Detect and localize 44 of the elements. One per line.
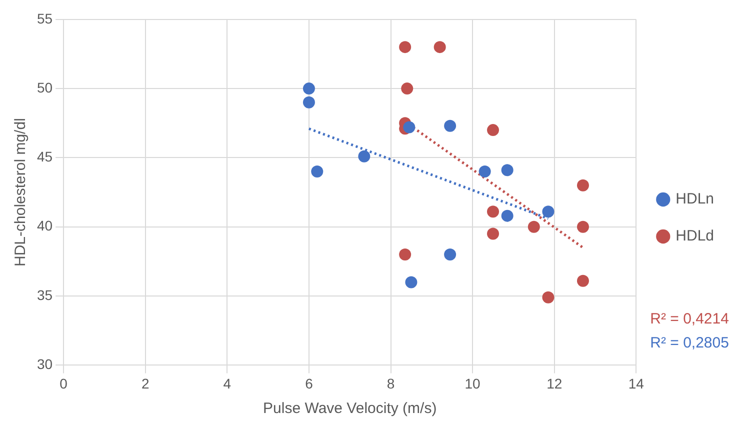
point <box>487 228 500 240</box>
y-tick-label: 35 <box>36 286 53 303</box>
point <box>501 210 514 222</box>
x-tick-label: 14 <box>628 375 644 392</box>
x-tick-label: 10 <box>464 375 481 392</box>
point <box>311 166 324 178</box>
y-axis-title: HDL-cholesterol mg/dl <box>12 118 30 266</box>
point <box>444 248 456 261</box>
text: R² = 0,2805 <box>650 334 729 352</box>
x-tick-label: 0 <box>60 375 68 392</box>
x-axis-title: Pulse Wave Velocity (m/s) <box>263 400 437 418</box>
point <box>576 179 589 192</box>
point <box>542 291 554 304</box>
point <box>576 274 589 287</box>
x-tick-label: 12 <box>546 375 562 392</box>
y-tick-label: 30 <box>36 356 53 372</box>
point <box>528 220 540 233</box>
y-tick-label: 40 <box>36 218 53 234</box>
point <box>358 150 370 162</box>
point <box>576 220 589 233</box>
point <box>405 276 418 288</box>
point <box>302 82 315 95</box>
text: R² = 0,4214 <box>650 310 729 328</box>
point <box>302 96 315 108</box>
point <box>478 166 491 178</box>
point <box>434 41 446 54</box>
x-tick-label: 8 <box>386 375 395 392</box>
y-tick-label: 50 <box>36 79 53 96</box>
legend-label: HDLd <box>676 228 714 245</box>
point <box>444 120 456 132</box>
x-tick-label: 2 <box>141 375 150 392</box>
point <box>403 121 416 134</box>
point <box>487 206 500 218</box>
point <box>487 124 500 136</box>
point <box>401 82 414 95</box>
legend-label: HDLn <box>676 190 714 208</box>
x-tick-label: 6 <box>305 375 314 392</box>
y-tick-label: 45 <box>36 148 53 165</box>
x-tick-label: 4 <box>223 375 232 392</box>
point <box>542 206 554 218</box>
point <box>399 41 412 54</box>
point <box>399 248 412 261</box>
y-tick-label: 55 <box>36 10 53 26</box>
point <box>501 164 514 176</box>
